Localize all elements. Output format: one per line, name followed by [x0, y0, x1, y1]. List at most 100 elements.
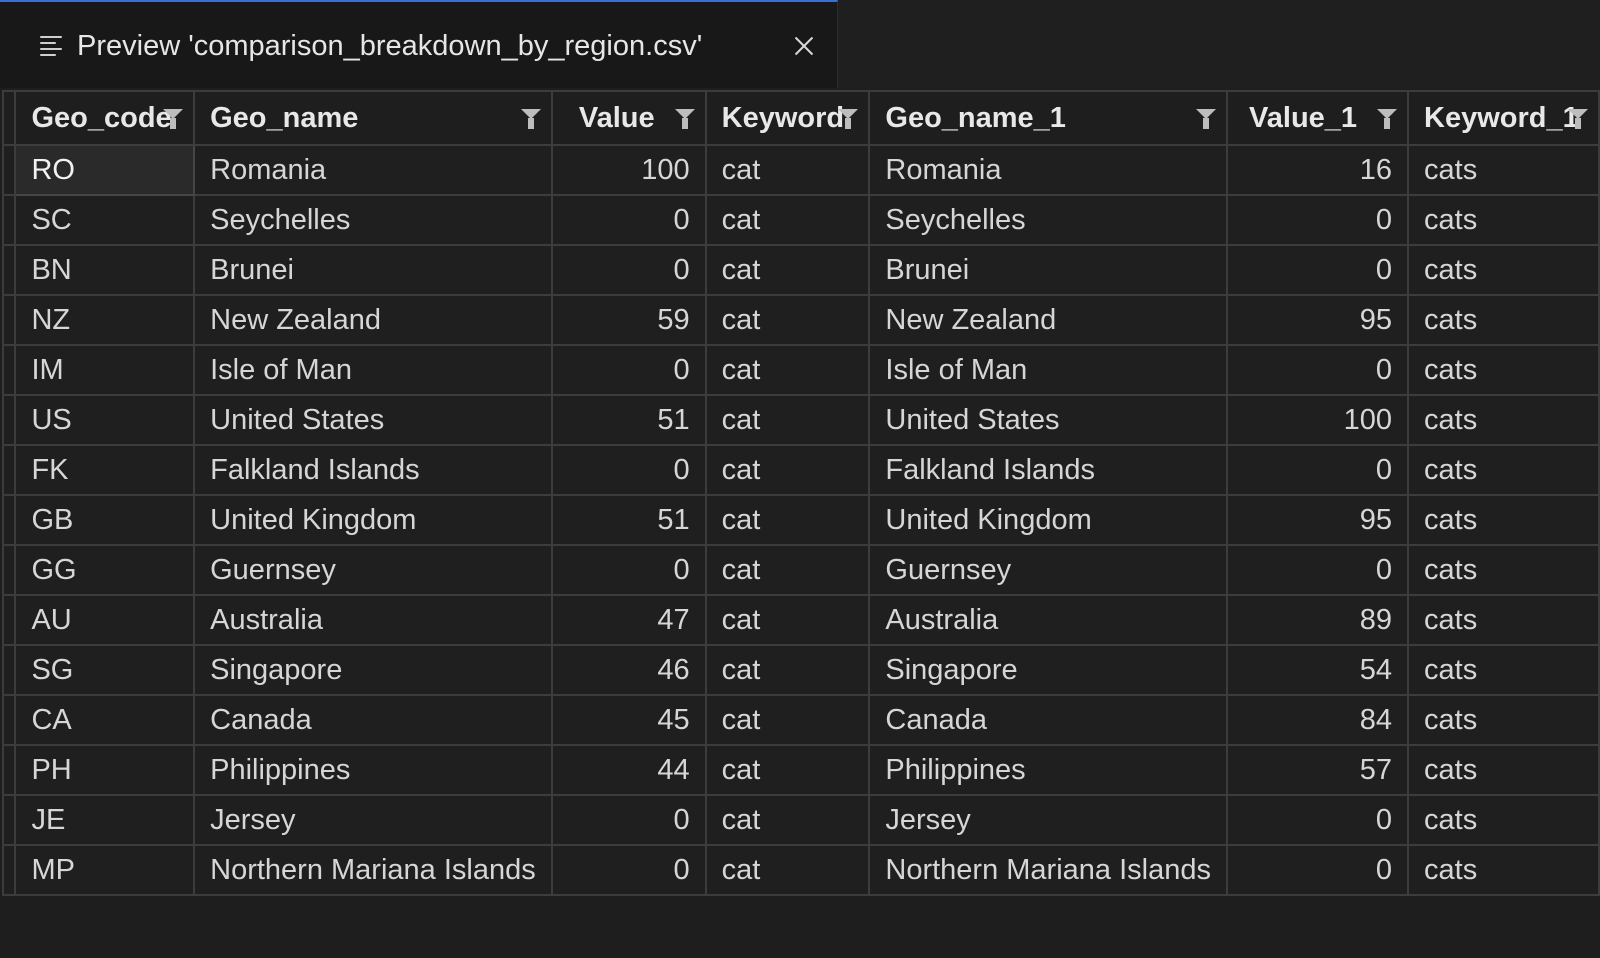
table-cell-keyword[interactable]: cat	[704, 394, 871, 446]
table-cell-geo-name-1[interactable]: United States	[868, 394, 1228, 446]
table-cell-value-1[interactable]: 54	[1225, 644, 1410, 696]
table-cell-geo-name-1[interactable]: Jersey	[868, 794, 1228, 846]
row-index-cell[interactable]	[1, 494, 17, 546]
table-row[interactable]: CA Canada 45 cat Canada 84 cats	[1, 694, 1600, 746]
table-cell-geo-name[interactable]: Canada	[193, 694, 553, 746]
table-cell-value-1[interactable]: 95	[1225, 494, 1410, 546]
table-cell-keyword-1[interactable]: cats	[1407, 194, 1600, 246]
table-cell-geo-code[interactable]: NZ	[14, 294, 196, 346]
table-cell-keyword[interactable]: cat	[704, 794, 871, 846]
table-cell-keyword-1[interactable]: cats	[1407, 394, 1600, 446]
table-cell-geo-code[interactable]: GG	[14, 544, 196, 596]
table-cell-value-1[interactable]: 84	[1225, 694, 1410, 746]
filter-icon[interactable]	[838, 109, 859, 129]
table-cell-geo-name[interactable]: United States	[193, 394, 553, 446]
table-cell-keyword[interactable]: cat	[704, 494, 871, 546]
table-row[interactable]: FK Falkland Islands 0 cat Falkland Islan…	[1, 444, 1600, 496]
table-cell-geo-name-1[interactable]: New Zealand	[868, 294, 1228, 346]
table-cell-value-1[interactable]: 0	[1225, 844, 1410, 896]
table-cell-keyword[interactable]: cat	[704, 244, 871, 296]
table-row[interactable]: BN Brunei 0 cat Brunei 0 cats	[1, 244, 1600, 296]
table-cell-geo-code[interactable]: CA	[14, 694, 196, 746]
table-row[interactable]: AU Australia 47 cat Australia 89 cats	[1, 594, 1600, 646]
table-cell-keyword[interactable]: cat	[704, 844, 871, 896]
row-index-cell[interactable]	[1, 294, 17, 346]
table-cell-keyword-1[interactable]: cats	[1407, 294, 1600, 346]
table-cell-keyword[interactable]: cat	[704, 594, 871, 646]
table-cell-value[interactable]: 47	[550, 594, 707, 646]
table-cell-geo-code[interactable]: BN	[14, 244, 196, 296]
table-cell-geo-code[interactable]: GB	[14, 494, 196, 546]
preview-tab[interactable]: Preview 'comparison_breakdown_by_region.…	[0, 0, 838, 88]
table-cell-value-1[interactable]: 89	[1225, 594, 1410, 646]
row-index-cell[interactable]	[1, 594, 17, 646]
table-row[interactable]: GG Guernsey 0 cat Guernsey 0 cats	[1, 544, 1600, 596]
table-cell-keyword-1[interactable]: cats	[1407, 644, 1600, 696]
table-cell-keyword-1[interactable]: cats	[1407, 544, 1600, 596]
table-cell-keyword[interactable]: cat	[704, 144, 871, 196]
table-cell-geo-name-1[interactable]: Northern Mariana Islands	[868, 844, 1228, 896]
table-cell-value[interactable]: 59	[550, 294, 707, 346]
table-cell-keyword-1[interactable]: cats	[1407, 344, 1600, 396]
csv-data-grid[interactable]: Geo_code Geo_name Value Keyword Geo_name…	[0, 88, 1600, 958]
table-cell-geo-name-1[interactable]: Canada	[868, 694, 1228, 746]
table-cell-keyword-1[interactable]: cats	[1407, 494, 1600, 546]
table-cell-geo-name-1[interactable]: Seychelles	[868, 194, 1228, 246]
table-cell-geo-name[interactable]: Northern Mariana Islands	[193, 844, 553, 896]
table-cell-value-1[interactable]: 0	[1225, 444, 1410, 496]
table-cell-value-1[interactable]: 100	[1225, 394, 1410, 446]
column-header-keyword[interactable]: Keyword	[704, 90, 871, 146]
table-cell-geo-name[interactable]: Isle of Man	[193, 344, 553, 396]
table-cell-geo-name[interactable]: Jersey	[193, 794, 553, 846]
table-row[interactable]: MP Northern Mariana Islands 0 cat Northe…	[1, 844, 1600, 896]
table-cell-keyword-1[interactable]: cats	[1407, 144, 1600, 196]
column-header-geo-name-1[interactable]: Geo_name_1	[868, 90, 1228, 146]
table-cell-value[interactable]: 0	[550, 194, 707, 246]
table-cell-value-1[interactable]: 0	[1225, 244, 1410, 296]
table-cell-keyword[interactable]: cat	[704, 644, 871, 696]
filter-icon[interactable]	[674, 109, 695, 129]
table-cell-geo-code[interactable]: MP	[14, 844, 196, 896]
table-cell-value[interactable]: 45	[550, 694, 707, 746]
table-cell-value-1[interactable]: 0	[1225, 544, 1410, 596]
table-row[interactable]: NZ New Zealand 59 cat New Zealand 95 cat…	[1, 294, 1600, 346]
table-cell-geo-name[interactable]: Australia	[193, 594, 553, 646]
table-cell-value-1[interactable]: 95	[1225, 294, 1410, 346]
table-cell-value-1[interactable]: 0	[1225, 794, 1410, 846]
close-icon[interactable]	[792, 34, 816, 58]
table-cell-geo-name[interactable]: Seychelles	[193, 194, 553, 246]
table-cell-keyword-1[interactable]: cats	[1407, 444, 1600, 496]
column-header-geo-code[interactable]: Geo_code	[14, 90, 196, 146]
table-cell-geo-name[interactable]: Singapore	[193, 644, 553, 696]
row-index-cell[interactable]	[1, 744, 17, 796]
table-cell-geo-name[interactable]: Philippines	[193, 744, 553, 796]
table-row[interactable]: SG Singapore 46 cat Singapore 54 cats	[1, 644, 1600, 696]
table-cell-geo-name[interactable]: Romania	[193, 144, 553, 196]
table-cell-keyword[interactable]: cat	[704, 344, 871, 396]
table-cell-geo-name-1[interactable]: Guernsey	[868, 544, 1228, 596]
table-cell-geo-name-1[interactable]: Romania	[868, 144, 1228, 196]
table-cell-geo-code[interactable]: PH	[14, 744, 196, 796]
filter-icon[interactable]	[1377, 109, 1398, 129]
table-cell-keyword[interactable]: cat	[704, 744, 871, 796]
table-cell-geo-name[interactable]: United Kingdom	[193, 494, 553, 546]
table-cell-geo-code[interactable]: JE	[14, 794, 196, 846]
table-cell-value[interactable]: 0	[550, 544, 707, 596]
table-cell-value[interactable]: 0	[550, 244, 707, 296]
row-index-cell[interactable]	[1, 394, 17, 446]
table-row[interactable]: RO Romania 100 cat Romania 16 cats	[1, 144, 1600, 196]
table-cell-keyword-1[interactable]: cats	[1407, 694, 1600, 746]
table-cell-keyword-1[interactable]: cats	[1407, 594, 1600, 646]
table-cell-keyword[interactable]: cat	[704, 694, 871, 746]
table-cell-value[interactable]: 0	[550, 844, 707, 896]
table-cell-keyword-1[interactable]: cats	[1407, 244, 1600, 296]
table-cell-geo-code[interactable]: SC	[14, 194, 196, 246]
table-cell-value[interactable]: 46	[550, 644, 707, 696]
table-cell-value-1[interactable]: 0	[1225, 194, 1410, 246]
table-cell-value-1[interactable]: 16	[1225, 144, 1410, 196]
row-index-cell[interactable]	[1, 344, 17, 396]
table-cell-geo-name-1[interactable]: Singapore	[868, 644, 1228, 696]
table-row[interactable]: US United States 51 cat United States 10…	[1, 394, 1600, 446]
table-cell-geo-name-1[interactable]: Philippines	[868, 744, 1228, 796]
table-row[interactable]: JE Jersey 0 cat Jersey 0 cats	[1, 794, 1600, 846]
